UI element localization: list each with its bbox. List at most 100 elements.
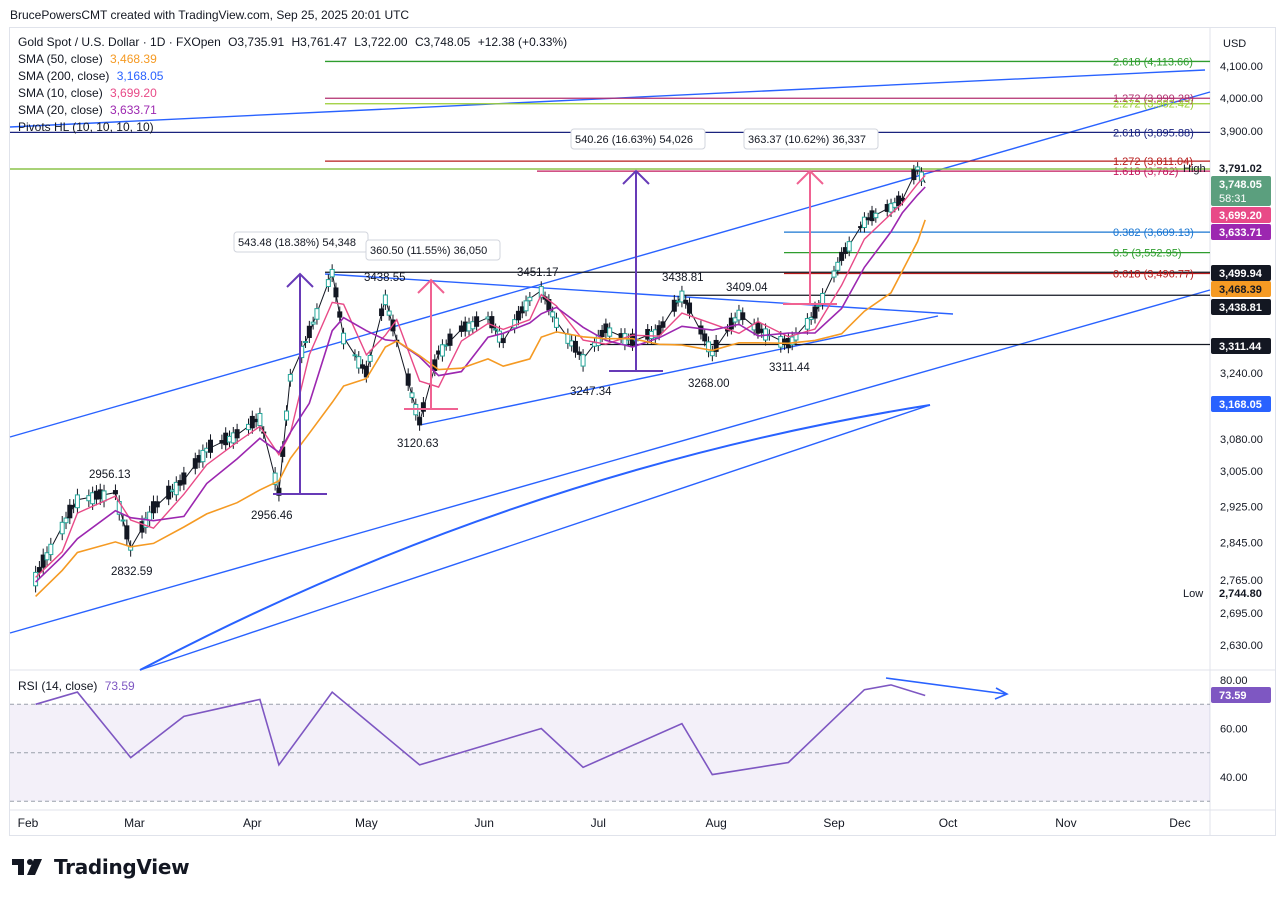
candle-body xyxy=(846,241,852,252)
rsi-label: RSI (14, close) xyxy=(18,679,98,693)
instrument-title[interactable]: Gold Spot / U.S. Dollar · 1D · FXOpen xyxy=(18,35,221,49)
rsi-tick-label: 60.00 xyxy=(1220,724,1248,736)
indicator-pivots[interactable]: Pivots HL (10, 10, 10, 10) xyxy=(18,119,154,136)
indicator-sma50[interactable]: SMA (50, close) 3,468.39 xyxy=(18,51,157,68)
candle-body xyxy=(550,311,556,318)
candle-body xyxy=(200,449,206,463)
sma50-line xyxy=(35,219,926,597)
candle-body xyxy=(706,341,712,353)
month-label: Aug xyxy=(705,816,726,830)
candle-body xyxy=(249,415,255,429)
candle-body xyxy=(48,543,54,556)
tradingview-logo[interactable]: TradingView xyxy=(12,855,190,879)
price-badge xyxy=(1211,687,1271,703)
candle-body xyxy=(804,318,810,330)
trendline xyxy=(139,404,931,671)
price-tick-label: 2,925.00 xyxy=(1220,501,1263,513)
month-label: Oct xyxy=(939,816,958,830)
candle-body xyxy=(382,294,388,306)
price-badge-text: 3,748.05 xyxy=(1219,179,1262,191)
indicator-label: SMA (50, close) xyxy=(18,52,103,66)
fib-level-label: 0.382 (3,609.13) xyxy=(1113,227,1194,239)
rsi-legend[interactable]: RSI (14, close) 73.59 xyxy=(18,678,135,695)
measure-arrow-head xyxy=(286,272,314,288)
candle-body xyxy=(143,517,149,528)
candle-body xyxy=(683,299,689,304)
candle-body xyxy=(816,304,822,307)
price-tick-label: 3,005.00 xyxy=(1220,466,1263,478)
candle-body xyxy=(812,306,818,319)
candle-body xyxy=(660,321,666,328)
rsi-line xyxy=(35,684,926,776)
candle-body xyxy=(173,481,179,496)
candle-body xyxy=(580,354,586,367)
candle-body xyxy=(257,413,263,426)
indicator-value: 3,633.71 xyxy=(110,103,157,117)
candle-body xyxy=(831,270,837,278)
tradingview-icon xyxy=(12,859,42,875)
price-badge xyxy=(1211,585,1271,601)
candle-body xyxy=(417,417,423,426)
price-badge-text: 3,468.39 xyxy=(1219,284,1262,296)
tradingview-wordmark: TradingView xyxy=(54,855,190,879)
month-label: Sep xyxy=(823,816,845,830)
candle-body xyxy=(911,169,917,181)
candle-body xyxy=(599,329,605,338)
price-tick-label: 3,240.00 xyxy=(1220,368,1263,380)
price-badge xyxy=(1211,338,1271,354)
pivot-label: 3438.81 xyxy=(662,272,704,284)
instrument-legend: Gold Spot / U.S. Dollar · 1D · FXOpen O3… xyxy=(18,34,567,51)
month-label: Feb xyxy=(18,816,39,830)
indicator-label: SMA (200, close) xyxy=(18,69,110,83)
indicator-label: SMA (20, close) xyxy=(18,103,103,117)
pivot-label: 3120.63 xyxy=(397,438,439,450)
pivot-label: 2832.59 xyxy=(111,566,153,578)
rsi-divergence-line xyxy=(885,677,1007,695)
month-label: May xyxy=(355,816,378,830)
price-tick-label: 3,080.00 xyxy=(1220,434,1263,446)
candle-body xyxy=(405,373,411,386)
price-badge xyxy=(1211,224,1271,240)
candle-body xyxy=(523,300,529,312)
price-badge xyxy=(1211,299,1271,315)
currency-label[interactable]: USD xyxy=(1223,38,1247,50)
candle-body xyxy=(363,365,369,378)
price-tick-label: 4,000.00 xyxy=(1220,93,1263,105)
candle-body xyxy=(576,351,582,355)
candle-body xyxy=(74,494,80,509)
rsi-divergence-arrow xyxy=(994,687,1009,700)
candle-body xyxy=(147,511,153,521)
trendline xyxy=(9,91,1211,438)
candle-body xyxy=(166,485,172,500)
month-label: Jun xyxy=(475,816,494,830)
price-badge-text: 3,311.44 xyxy=(1219,341,1262,353)
candle-body xyxy=(207,439,213,453)
pivot-label: 3451.17 xyxy=(517,267,559,279)
month-label: Nov xyxy=(1055,816,1076,830)
measure-arrow-head xyxy=(417,278,445,294)
fib-level-label: 0.618 (3,496.77) xyxy=(1113,268,1194,280)
measure-label: 363.37 (10.62%) 36,337 xyxy=(748,134,866,146)
author-name[interactable]: BrucePowersCMT xyxy=(10,8,108,22)
chart-header: BrucePowersCMT created with TradingView.… xyxy=(10,8,409,22)
indicator-sma200[interactable]: SMA (200, close) 3,168.05 xyxy=(18,68,163,85)
indicator-sma20[interactable]: SMA (20, close) 3,633.71 xyxy=(18,102,157,119)
candle-body xyxy=(379,308,385,317)
candle-body xyxy=(538,286,544,298)
candle-body xyxy=(341,332,347,345)
price-tick-label: 3,900.00 xyxy=(1220,126,1263,138)
candle-body xyxy=(276,487,282,496)
pivot-label: 3268.00 xyxy=(688,378,730,390)
candle-body xyxy=(59,521,65,535)
sma20-line xyxy=(35,186,926,583)
candle-body xyxy=(101,490,107,502)
candle-body xyxy=(474,316,480,327)
indicator-sma10[interactable]: SMA (10, close) 3,699.20 xyxy=(18,85,157,102)
ohlc-change: +12.38 (+0.33%) xyxy=(477,35,568,49)
rsi-tick-label: 80.00 xyxy=(1220,675,1248,687)
candle-body xyxy=(303,341,309,344)
candle-body xyxy=(310,321,316,325)
chart-frame[interactable] xyxy=(9,27,1276,836)
fib-level-label: 2.618 (4,113.66) xyxy=(1113,56,1193,68)
